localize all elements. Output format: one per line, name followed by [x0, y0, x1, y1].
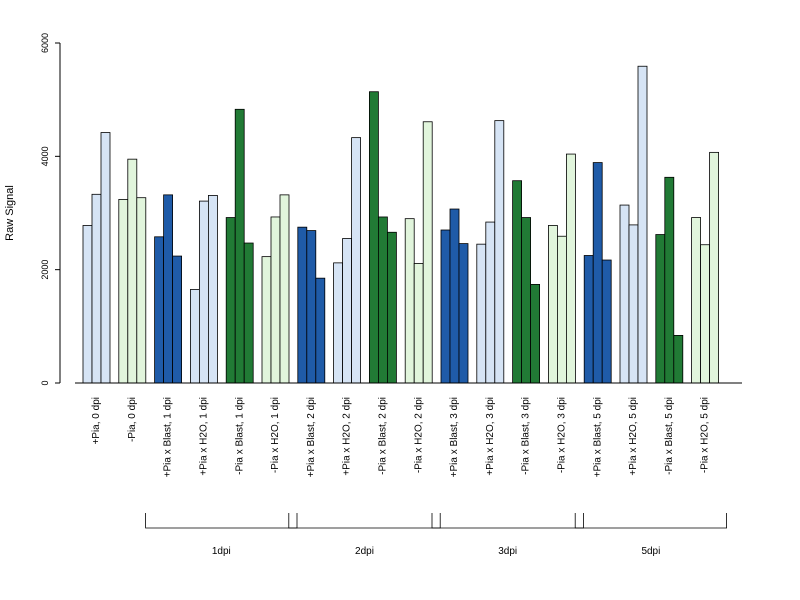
group-label: 3dpi [498, 546, 517, 557]
bar [315, 277, 326, 384]
bar [637, 65, 648, 384]
category-label: -Pia x Blast, 3 dpi [521, 397, 532, 475]
bar [709, 151, 719, 384]
bar [91, 193, 102, 384]
bar [601, 259, 612, 384]
group-bracket [431, 513, 584, 529]
bar [270, 216, 281, 384]
category-label: -Pia x Blast, 2 dpi [378, 397, 389, 475]
bar [154, 236, 165, 384]
group-brackets: 1dpi 2dpi 3dpi 5dpi [145, 513, 727, 557]
category-label: +Pia x Blast, 5 dpi [592, 397, 603, 477]
bar [189, 289, 200, 384]
bar [198, 200, 209, 384]
group-bracket [288, 513, 441, 529]
bar [628, 224, 639, 384]
bar [342, 238, 353, 384]
bar [377, 216, 388, 384]
bar [333, 262, 344, 384]
bar [458, 243, 469, 384]
group-label: 2dpi [355, 546, 374, 557]
bar [494, 120, 505, 384]
bar [136, 197, 147, 384]
y-tick-label: 0 [40, 380, 50, 385]
bar [351, 137, 362, 384]
bar [566, 153, 576, 384]
bar [225, 217, 236, 384]
bar [476, 243, 487, 384]
axes: 0 2000 4000 6000 Raw Signal [4, 33, 742, 386]
group-bracket [574, 513, 727, 529]
bar [485, 221, 496, 384]
bar [127, 158, 138, 384]
category-labels: +Pia, 0 dpi -Pia, 0 dpi +Pia x Blast, 1 dp… [91, 397, 711, 477]
bar [82, 225, 93, 384]
group-label: 5dpi [641, 546, 660, 557]
bar [592, 162, 603, 384]
category-label: +Pia x H2O, 5 dpi [628, 397, 639, 476]
category-label: +Pia x Blast, 1 dpi [163, 397, 174, 477]
bar [172, 255, 183, 384]
bar [368, 91, 379, 384]
category-label: -Pia x H2O, 1 dpi [270, 397, 281, 473]
y-tick-label: 2000 [40, 260, 50, 280]
category-label: +Pia x Blast, 3 dpi [449, 397, 460, 477]
bar [297, 226, 308, 384]
category-label: +Pia, 0 dpi [91, 397, 102, 445]
bar [557, 235, 567, 384]
category-label: -Pia x H2O, 2 dpi [413, 397, 424, 473]
bar [422, 121, 433, 384]
bar [118, 198, 129, 384]
bar [700, 244, 710, 384]
bar [512, 180, 522, 384]
bar [279, 194, 290, 384]
group-bracket [145, 513, 298, 529]
bar [413, 263, 424, 384]
category-label: -Pia x Blast, 1 dpi [234, 397, 245, 475]
y-tick-label: 6000 [40, 33, 50, 53]
bar [583, 255, 594, 384]
category-label: +Pia x H2O, 2 dpi [342, 397, 353, 476]
bar [243, 242, 254, 384]
bar [530, 283, 540, 384]
bar [306, 230, 317, 384]
bar [664, 176, 675, 384]
bar [440, 229, 451, 384]
bar [234, 108, 245, 384]
bar [655, 234, 666, 384]
bar [261, 256, 272, 384]
category-label: -Pia x H2O, 5 dpi [700, 397, 711, 473]
category-label: -Pia x Blast, 5 dpi [664, 397, 675, 475]
category-label: +Pia x Blast, 2 dpi [306, 397, 317, 477]
bar [207, 195, 218, 384]
bar [691, 217, 701, 384]
category-label: -Pia, 0 dpi [127, 397, 138, 442]
y-tick-label: 4000 [40, 146, 50, 166]
bar [449, 208, 460, 384]
y-axis-title: Raw Signal [4, 185, 16, 241]
bar [386, 231, 397, 384]
bar [548, 225, 558, 384]
bar [673, 334, 684, 384]
category-label: +Pia x H2O, 3 dpi [485, 397, 496, 476]
bar [521, 217, 531, 384]
group-label: 1dpi [212, 546, 231, 557]
bar [404, 218, 415, 384]
bars-layer [82, 65, 719, 384]
category-label: +Pia x H2O, 1 dpi [199, 397, 210, 476]
category-label: -Pia x H2O, 3 dpi [557, 397, 568, 473]
bar [100, 132, 111, 384]
bar [619, 204, 630, 384]
bar [163, 194, 174, 384]
